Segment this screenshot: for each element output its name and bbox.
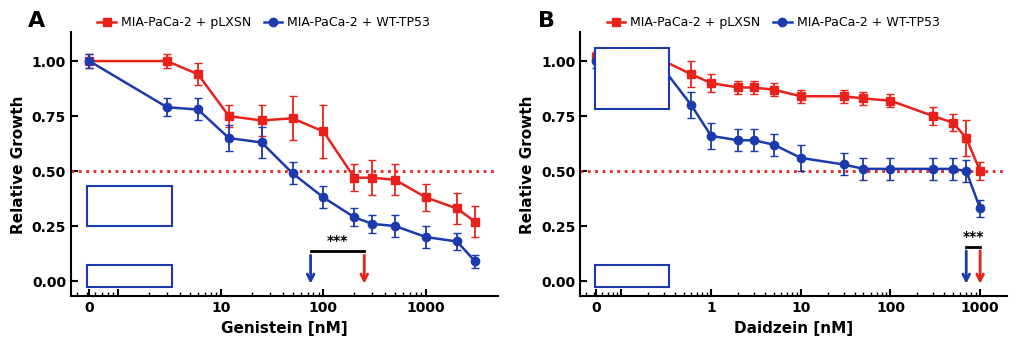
Bar — [594, 48, 668, 110]
Bar — [88, 264, 172, 287]
Y-axis label: Relative Growth: Relative Growth — [520, 95, 535, 234]
Bar — [88, 186, 172, 226]
Text: B: B — [537, 11, 554, 31]
Legend: MIA-PaCa-2 + pLXSN, MIA-PaCa-2 + WT-TP53: MIA-PaCa-2 + pLXSN, MIA-PaCa-2 + WT-TP53 — [92, 11, 435, 34]
Text: A: A — [29, 11, 46, 31]
Y-axis label: Relative Growth: Relative Growth — [11, 95, 26, 234]
X-axis label: Genistein [nM]: Genistein [nM] — [221, 321, 347, 336]
Text: ***: *** — [962, 230, 983, 244]
Bar — [594, 264, 668, 287]
Legend: MIA-PaCa-2 + pLXSN, MIA-PaCa-2 + WT-TP53: MIA-PaCa-2 + pLXSN, MIA-PaCa-2 + WT-TP53 — [601, 11, 944, 34]
X-axis label: Daidzein [nM]: Daidzein [nM] — [734, 321, 852, 336]
Text: ***: *** — [326, 234, 347, 248]
